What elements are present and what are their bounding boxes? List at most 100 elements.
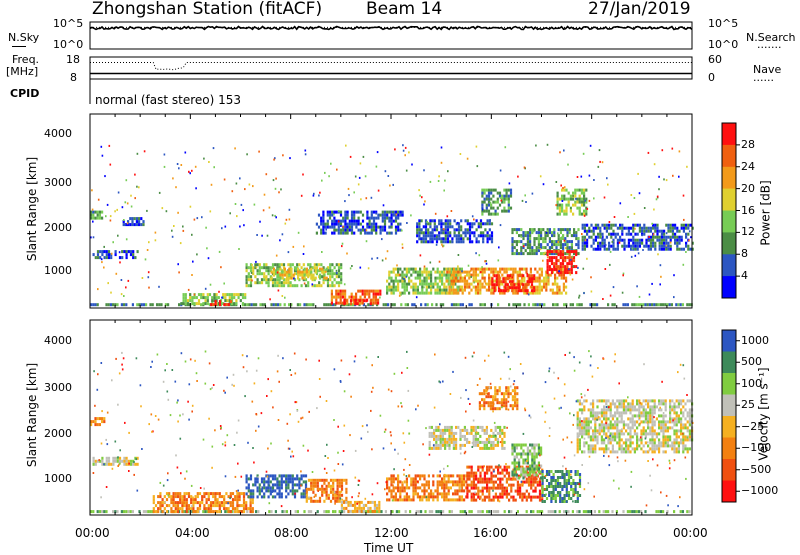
heat-cell (423, 492, 425, 495)
heat-cell (175, 507, 177, 510)
heat-cell (354, 501, 356, 504)
heat-cell (382, 217, 384, 220)
heat-cell (423, 474, 425, 477)
heat-cell (360, 232, 362, 235)
heat-cell (586, 224, 588, 227)
heat-cell (412, 289, 414, 292)
heat-cell (554, 277, 556, 280)
heat-cell (418, 237, 420, 240)
heat-cell (586, 242, 588, 245)
heat-cell (597, 233, 599, 236)
heat-cell (369, 510, 371, 513)
heat-cell (566, 256, 568, 259)
heat-cell (632, 245, 634, 248)
heat-cell (328, 485, 330, 488)
heat-cell (556, 283, 558, 286)
heat-cell (463, 477, 465, 480)
heat-cell (585, 420, 587, 423)
heat-cell (579, 408, 581, 411)
heat-cell (181, 507, 183, 510)
heat-cell (270, 474, 272, 477)
heat-cell (428, 283, 430, 286)
heat-cell (547, 253, 549, 256)
heat-cell (443, 486, 445, 489)
heat-cell (231, 293, 233, 296)
heat-cell (563, 213, 565, 216)
heat-cell (484, 228, 486, 231)
heat-cell (506, 195, 508, 198)
heat-cell (129, 217, 131, 220)
heat-cell (368, 267, 370, 269)
heat-cell (575, 243, 577, 246)
heat-cell (594, 435, 596, 438)
heat-cell (143, 510, 145, 513)
heat-cell (242, 302, 244, 305)
heat-cell (148, 271, 150, 273)
heat-cell (427, 228, 429, 231)
heat-cell (334, 278, 336, 281)
heat-cell (523, 245, 525, 247)
heat-cell (301, 277, 303, 280)
heat-cell (203, 492, 205, 495)
heat-cell (616, 417, 618, 420)
heat-cell (246, 303, 248, 306)
heat-cell (429, 447, 431, 450)
heat-cell (443, 283, 445, 286)
heat-cell (181, 495, 183, 498)
heat-cell (254, 480, 256, 483)
heat-cell (447, 222, 449, 225)
heat-cell (398, 510, 400, 513)
heat-cell (568, 198, 570, 201)
heat-cell (355, 223, 357, 226)
heat-cell (97, 214, 99, 217)
heat-cell (98, 199, 100, 201)
heat-cell (520, 456, 522, 459)
heat-cell (371, 229, 373, 232)
heat-cell (621, 420, 623, 423)
heat-cell (126, 253, 128, 256)
heat-cell (355, 211, 357, 214)
heat-cell (443, 492, 445, 495)
heat-cell (159, 492, 161, 495)
heat-cell (616, 435, 618, 438)
heat-cell (475, 277, 477, 280)
heat-cell (383, 204, 385, 206)
heat-cell (555, 482, 557, 485)
heat-cell (340, 293, 342, 296)
heat-cell (575, 470, 577, 473)
heat-cell (572, 279, 574, 281)
heat-cell (466, 466, 468, 469)
heat-cell (475, 435, 477, 438)
heat-cell (402, 247, 404, 249)
heat-cell (445, 231, 447, 234)
heat-cell (442, 303, 444, 306)
heat-cell (106, 457, 108, 460)
heat-cell (568, 473, 570, 476)
heat-cell (417, 274, 419, 277)
heat-cell (434, 271, 436, 274)
heat-cell (557, 213, 559, 216)
heat-cell (386, 211, 388, 214)
heat-cell (445, 286, 447, 289)
heat-cell (529, 450, 531, 453)
heat-cell (361, 501, 363, 504)
heat-cell (458, 234, 460, 237)
heat-cell (635, 255, 637, 257)
heat-cell (448, 486, 450, 489)
heat-cell (250, 504, 252, 507)
heat-cell (588, 432, 590, 435)
heat-cell (473, 231, 475, 234)
heat-cell (494, 289, 496, 292)
heat-cell (519, 487, 521, 490)
heat-cell (451, 225, 453, 228)
heat-cell (185, 293, 187, 296)
heat-cell (599, 230, 601, 233)
heat-cell (525, 474, 527, 477)
heat-cell (505, 289, 507, 292)
heat-cell (518, 477, 520, 480)
heat-cell (570, 274, 572, 276)
heat-cell (337, 500, 339, 503)
heat-cell (579, 476, 581, 479)
heat-cell (511, 444, 513, 447)
heat-cell (562, 259, 564, 262)
